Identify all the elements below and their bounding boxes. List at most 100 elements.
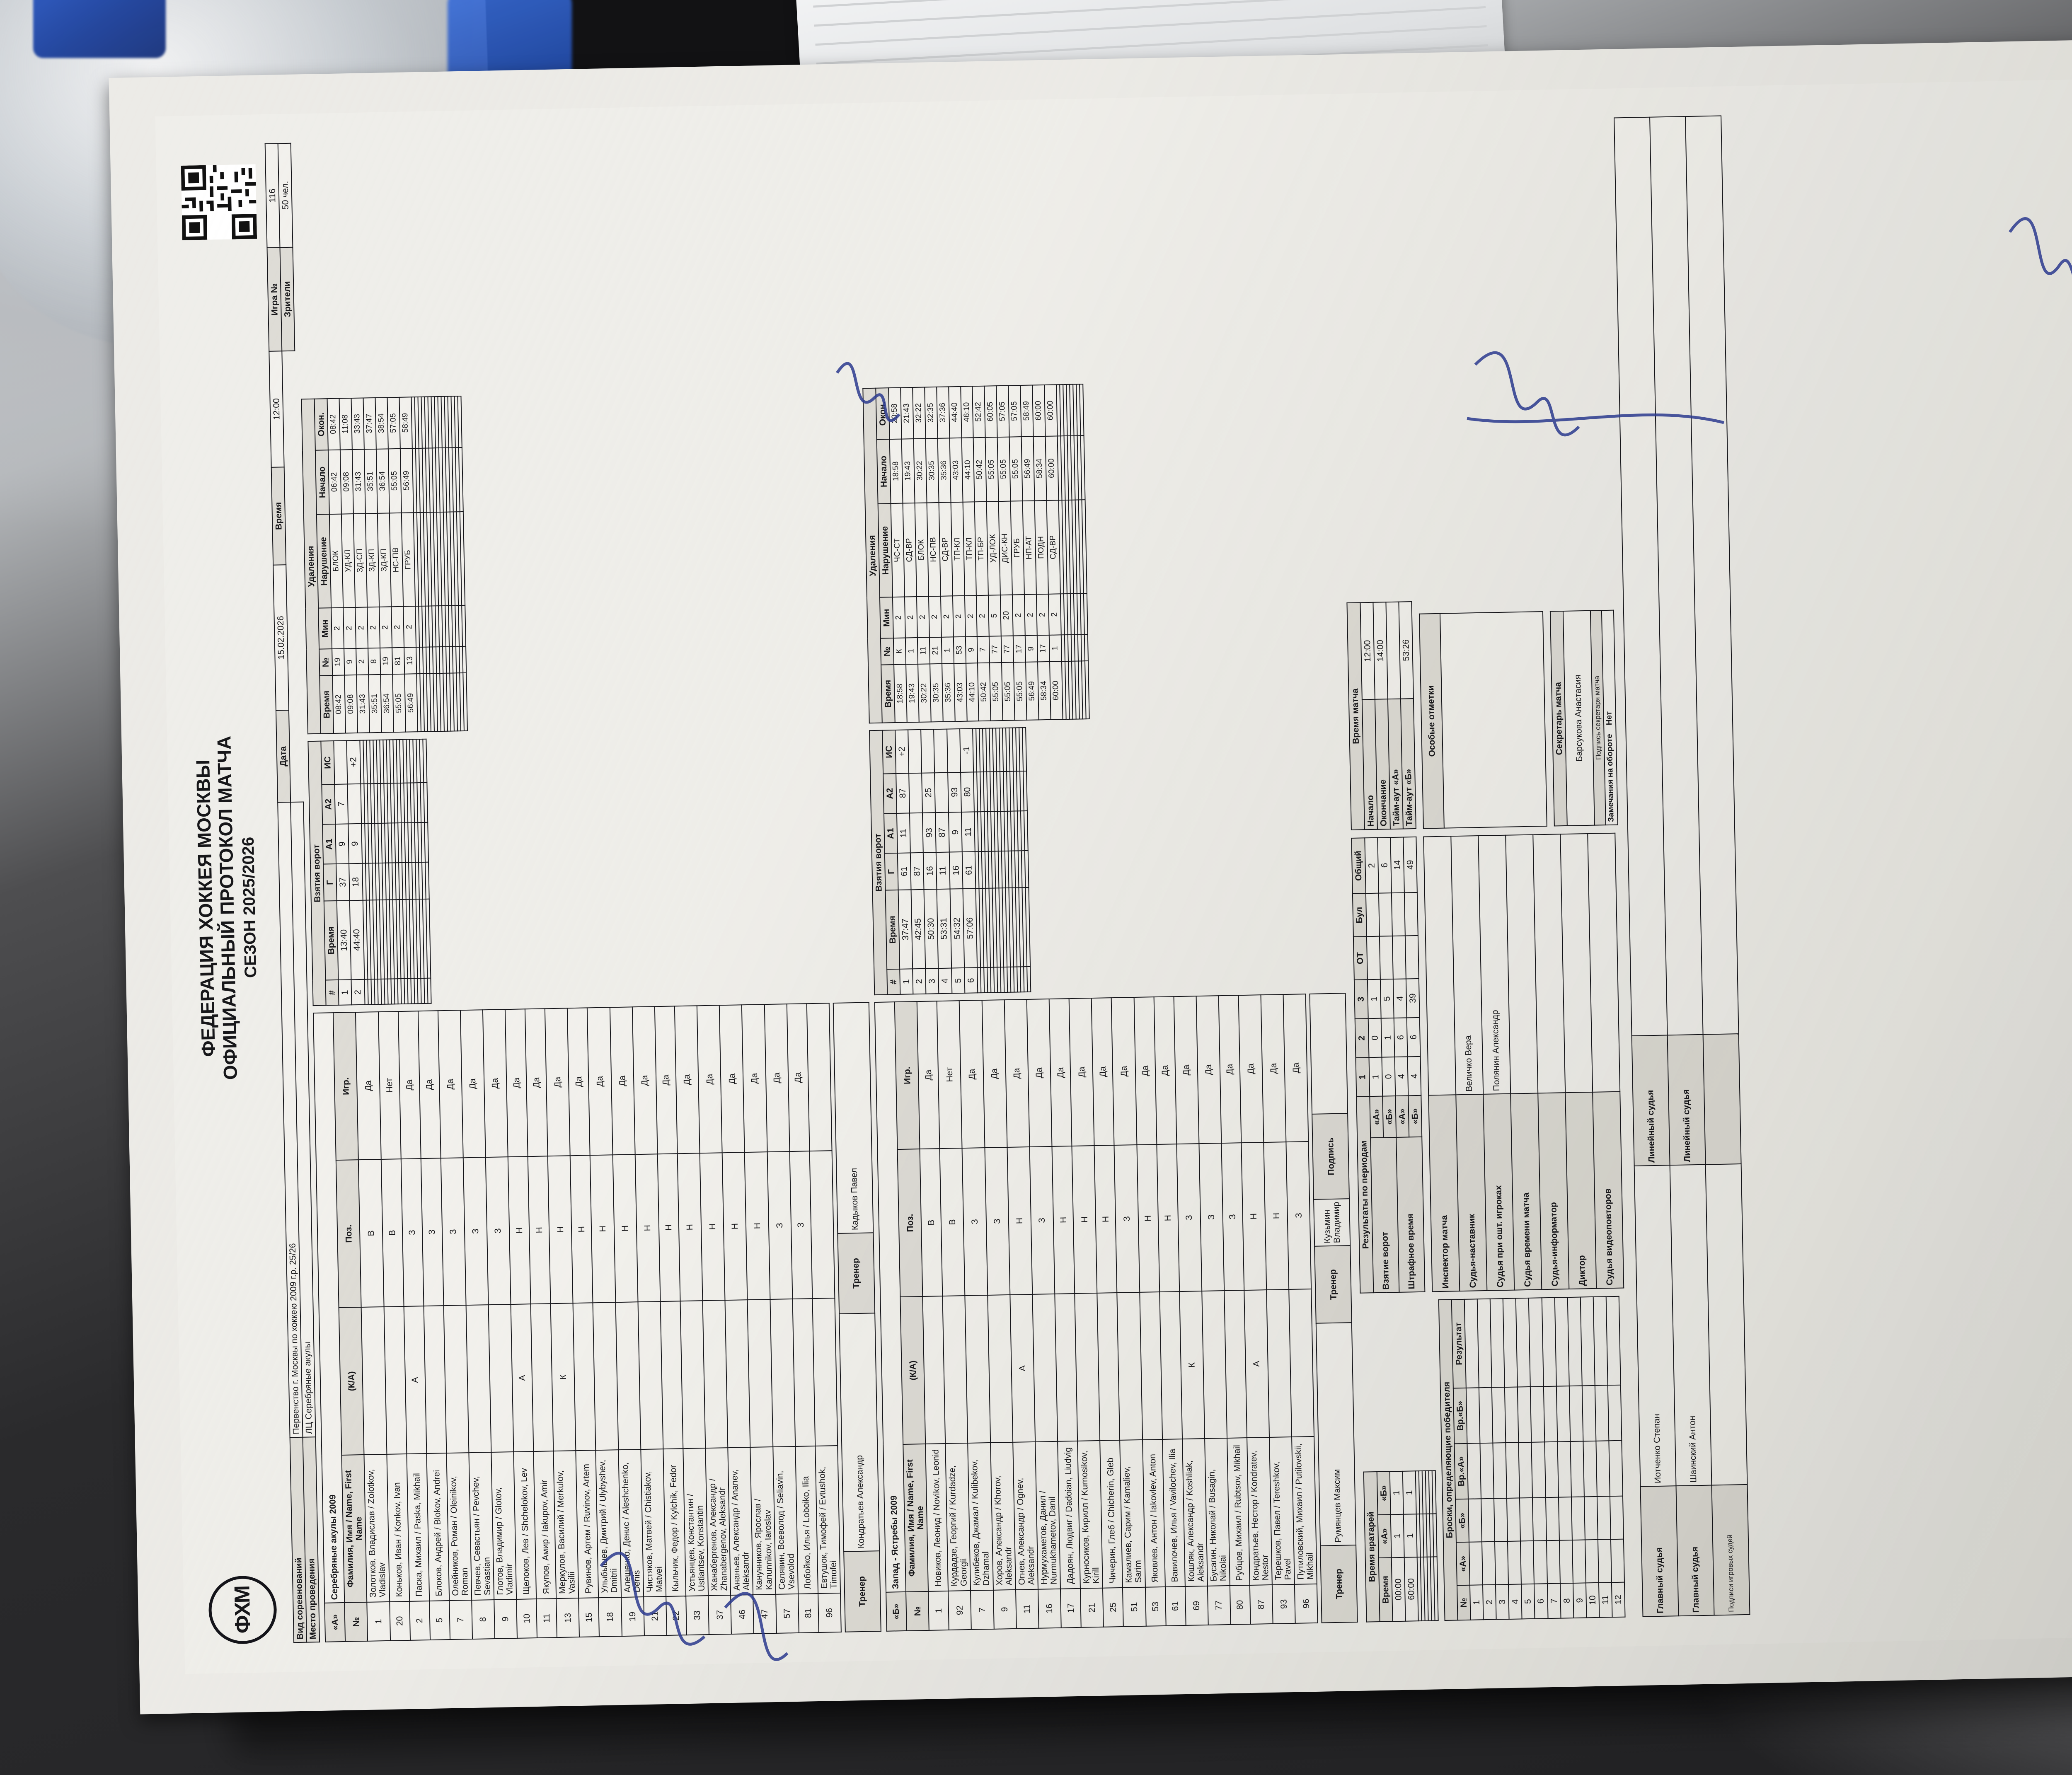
period-value-3	[1366, 936, 1380, 980]
goal-assist2: 80	[960, 771, 974, 813]
player-ka	[443, 1305, 469, 1453]
player-played: Да	[1111, 997, 1137, 1146]
goalie-a: 1	[1403, 1514, 1417, 1557]
penalty-player: 77	[1001, 636, 1014, 663]
player-ka	[942, 1296, 968, 1444]
col-position: Поз.	[897, 1149, 923, 1297]
player-position: Н	[1264, 1142, 1289, 1290]
penalty-time: 18:58	[894, 664, 907, 723]
goalie-and-shootout: Время вратарей Время «А» «Б» 00:00 1 1 60:00 1…	[1360, 1296, 1625, 1623]
penalty-end: 32:35	[925, 387, 938, 439]
penalty-foul: ЗД-КП	[377, 513, 392, 607]
penalty-player: 11	[917, 637, 930, 665]
goal-score	[334, 740, 348, 784]
penalty-player: 19	[380, 648, 393, 675]
player-name: Золотков, Владислав / Zolotkov, Vladisla…	[364, 1454, 390, 1602]
penalty-start: 18:58	[889, 439, 903, 504]
col-name: Фамилия, Имя / Name, First Name	[903, 1444, 929, 1592]
shootout-cell-4	[1595, 1385, 1609, 1441]
shootout-cell-4	[1479, 1387, 1493, 1444]
penalty-time: 44:10	[966, 663, 979, 721]
player-number: 15	[579, 1598, 600, 1637]
penalty-time: 55:05	[1014, 662, 1027, 721]
goal-assist1: 9	[348, 823, 362, 864]
player-ka	[1139, 1292, 1162, 1440]
period-value-5: 6	[1377, 837, 1392, 893]
period-value-2: 39	[1406, 978, 1420, 1018]
player-position: Н	[657, 1154, 680, 1302]
shootout-cell-3	[1518, 1442, 1533, 1498]
penalty-minutes: 2	[403, 606, 416, 648]
player-ka	[660, 1301, 683, 1449]
fhm-logo-icon: ФХМ	[208, 1575, 278, 1645]
player-position: Н	[1136, 1144, 1159, 1292]
player-played: Да	[460, 1010, 486, 1158]
penalty-start	[1080, 435, 1085, 500]
match-time-value: 12:00	[1360, 602, 1375, 700]
penalty-time: 55:05	[990, 663, 1003, 721]
goal-score	[921, 729, 935, 773]
player-name: Кулибеков, Джамал / Kulibekov, Dzhamal	[968, 1442, 993, 1591]
team-a-coach-table: Тренер Кондратьев Александр Тренер Кадык…	[833, 1002, 881, 1632]
player-number: 8	[471, 1599, 495, 1640]
player-position: Н	[745, 1152, 770, 1300]
penalty-player: 9	[344, 648, 357, 675]
goal-scorer: 61	[962, 851, 976, 889]
shootout-cell-3	[1531, 1442, 1546, 1498]
penalty-end: 58:49	[1020, 385, 1034, 437]
period-value-5: 14	[1390, 837, 1404, 893]
period-value-2: 1	[1367, 979, 1381, 1019]
player-number: 47	[753, 1594, 777, 1634]
player-number: 80	[1230, 1585, 1251, 1625]
penalty-foul: ТП-БР	[974, 501, 989, 596]
shootout-cell-1	[1598, 1539, 1612, 1583]
inspector-label: Инспектор матча	[1428, 1095, 1460, 1292]
player-name: Рувинов, Артем / Ruvinov, Artem	[576, 1450, 599, 1598]
penalty-minutes: 5	[988, 595, 1001, 636]
goal-index: 2	[913, 969, 926, 994]
goal-scorer	[425, 862, 429, 899]
penalty-player: К	[893, 638, 906, 665]
player-name: Вавилочев, Илья / Vavilochev, Ilia	[1162, 1439, 1185, 1587]
match-time-value	[1386, 602, 1401, 699]
penalty-start: 55:05	[997, 437, 1011, 502]
col-name: Фамилия, Имя / Name, First Name	[341, 1454, 367, 1603]
player-played: Да	[1196, 996, 1222, 1144]
shootout-cell-5	[1542, 1297, 1556, 1387]
penalty-judge-label: Судья при ошт. игроках	[1483, 1093, 1515, 1291]
player-played: Нет	[937, 1001, 962, 1149]
goal-assist2: 7	[334, 784, 349, 824]
player-position: Н	[547, 1156, 573, 1304]
player-name: Ананьев, Александр / Ananev, Aleksandr	[728, 1447, 753, 1596]
col-header-5: Окон.	[876, 388, 890, 440]
goal-scorer: 11	[936, 852, 950, 889]
penalty-player: 17	[1037, 635, 1050, 662]
penalty-time: 36:54	[380, 674, 394, 733]
penalty-end: 11:08	[339, 398, 353, 450]
shootout-cell-3	[1544, 1441, 1559, 1498]
player-position: Н	[635, 1154, 661, 1302]
player-played: Да	[1069, 998, 1094, 1146]
penalty-start: 50:42	[973, 437, 987, 502]
penalty-time: 30:35	[929, 664, 943, 722]
player-name: Новиков, Леонид / Novikov, Leonid	[925, 1444, 949, 1591]
penalty-end: 08:42	[327, 398, 341, 450]
player-played: Да	[719, 1005, 745, 1153]
penalty-judge-value: Полянин Александр	[1478, 835, 1511, 1094]
player-ka	[1159, 1291, 1182, 1439]
player-name: Огнев, Александр / Ognev, Aleksandr	[1012, 1441, 1038, 1590]
player-name: Якупов, Амир / Iakupov, Amir	[533, 1451, 557, 1599]
player-position: Н	[722, 1152, 748, 1301]
penalty-start: 35:36	[937, 438, 951, 503]
player-played: Да	[418, 1011, 441, 1159]
player-ka	[792, 1299, 816, 1446]
team-a-goals-rows: 1 13:40 37 9 7 2 44:40 18 9 +2	[334, 739, 431, 1005]
player-ka	[965, 1295, 990, 1443]
periods-table: Результаты по периодам 1 2 3 ОТ Бул Общи…	[1351, 837, 1426, 1294]
shootout-cell-3	[1480, 1443, 1494, 1499]
penalty-start: 55:05	[388, 448, 402, 513]
player-ka	[488, 1304, 514, 1453]
col-header-1: №	[319, 648, 333, 676]
goal-index: 1	[900, 969, 913, 994]
team-a-penalties-table: Удаления Время № Мин Нарушение Начало Окон. 0…	[301, 396, 468, 734]
